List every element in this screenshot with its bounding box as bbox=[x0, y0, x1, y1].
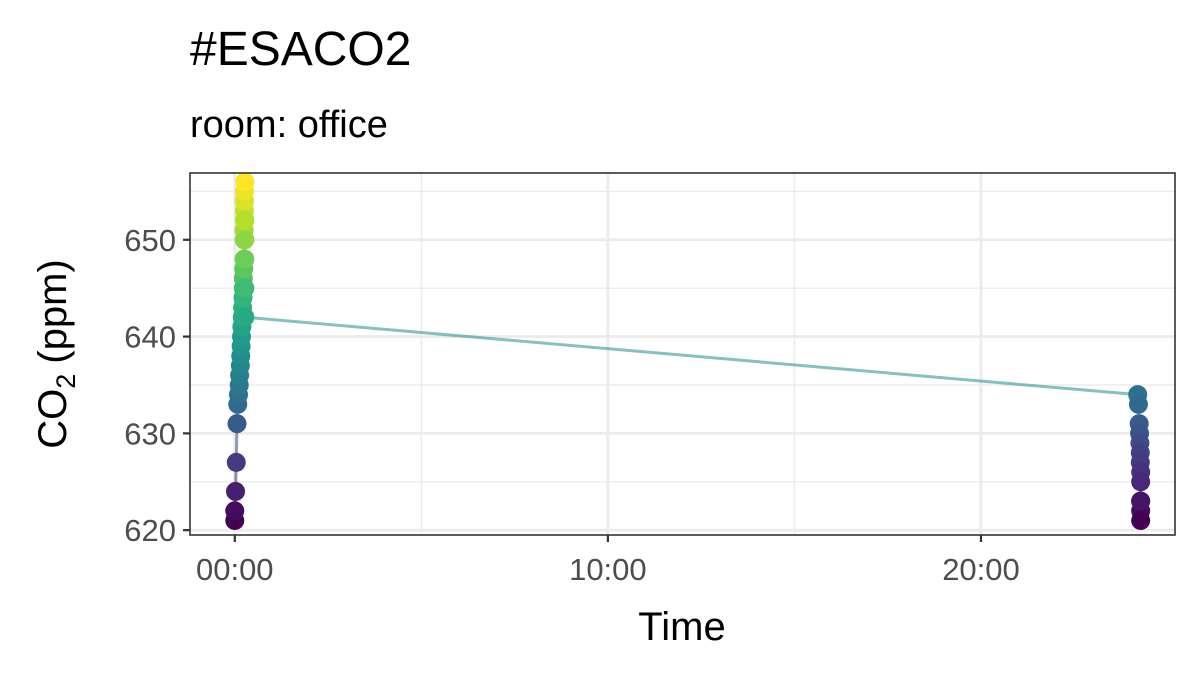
y-tick-label: 620 bbox=[124, 513, 176, 548]
y-axis-title-main: CO bbox=[31, 389, 75, 449]
y-axis-title-subscript: 2 bbox=[51, 374, 81, 389]
data-point bbox=[1128, 394, 1148, 414]
y-axis-title-unit: (ppm) bbox=[31, 259, 75, 363]
x-tick-label: 20:00 bbox=[942, 552, 1020, 587]
plot-frame bbox=[189, 172, 1176, 536]
data-points bbox=[225, 172, 1151, 530]
data-point bbox=[235, 307, 255, 327]
y-tick-label: 640 bbox=[124, 320, 176, 355]
y-tick-label: 630 bbox=[124, 416, 176, 451]
x-axis-title: Time bbox=[638, 605, 725, 649]
data-point bbox=[227, 414, 247, 434]
data-point bbox=[235, 210, 255, 230]
chart-title: #ESACO2 bbox=[190, 23, 411, 76]
line-segment bbox=[243, 315, 1140, 397]
y-axis-title: CO2 (ppm) bbox=[31, 259, 81, 448]
data-point bbox=[1131, 510, 1151, 530]
data-point bbox=[226, 481, 246, 501]
data-point bbox=[225, 501, 245, 521]
data-point bbox=[235, 172, 255, 192]
axis-ticks: 620 630 640 650 00:00 10:00 20:00 bbox=[124, 223, 1020, 587]
x-tick-label: 00:00 bbox=[196, 552, 274, 587]
data-point bbox=[1131, 472, 1151, 492]
data-point bbox=[1131, 491, 1151, 511]
panel-border bbox=[189, 172, 1176, 536]
y-tick-label: 650 bbox=[124, 223, 176, 258]
data-point bbox=[226, 452, 246, 472]
data-point bbox=[235, 249, 255, 269]
grid-lines bbox=[190, 173, 1175, 535]
x-tick-label: 10:00 bbox=[569, 552, 647, 587]
data-point bbox=[235, 278, 255, 298]
data-point bbox=[235, 230, 255, 250]
chart-subtitle: room: office bbox=[190, 104, 388, 146]
